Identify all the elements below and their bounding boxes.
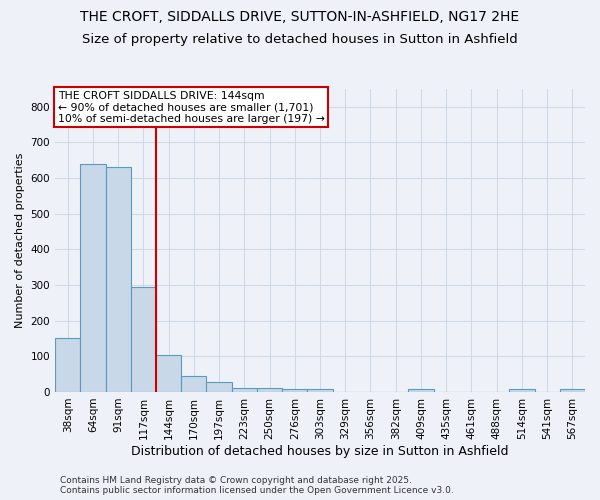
Bar xyxy=(307,389,332,392)
Text: THE CROFT, SIDDALLS DRIVE, SUTTON-IN-ASHFIELD, NG17 2HE: THE CROFT, SIDDALLS DRIVE, SUTTON-IN-ASH… xyxy=(80,10,520,24)
Bar xyxy=(282,389,307,392)
Bar xyxy=(560,389,585,392)
Bar xyxy=(181,376,206,392)
Bar xyxy=(206,382,232,392)
Bar xyxy=(156,355,181,392)
Text: Size of property relative to detached houses in Sutton in Ashfield: Size of property relative to detached ho… xyxy=(82,32,518,46)
Bar xyxy=(80,164,106,392)
Bar xyxy=(257,388,282,392)
Bar xyxy=(409,389,434,392)
Bar xyxy=(131,287,156,392)
Bar xyxy=(509,389,535,392)
Bar xyxy=(106,168,131,392)
Text: Contains HM Land Registry data © Crown copyright and database right 2025.
Contai: Contains HM Land Registry data © Crown c… xyxy=(60,476,454,495)
Y-axis label: Number of detached properties: Number of detached properties xyxy=(15,153,25,328)
Text: THE CROFT SIDDALLS DRIVE: 144sqm
← 90% of detached houses are smaller (1,701)
10: THE CROFT SIDDALLS DRIVE: 144sqm ← 90% o… xyxy=(58,90,325,124)
Bar xyxy=(55,338,80,392)
X-axis label: Distribution of detached houses by size in Sutton in Ashfield: Distribution of detached houses by size … xyxy=(131,444,509,458)
Bar xyxy=(232,388,257,392)
